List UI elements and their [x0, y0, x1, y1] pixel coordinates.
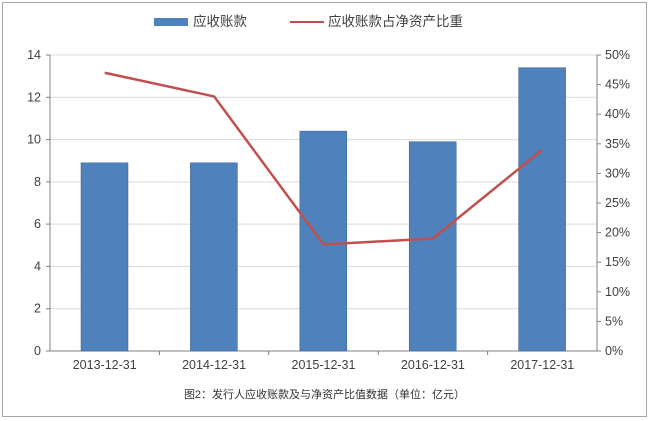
- svg-text:50%: 50%: [605, 48, 630, 62]
- svg-text:25%: 25%: [605, 196, 630, 210]
- svg-text:0: 0: [34, 344, 41, 358]
- svg-text:40%: 40%: [605, 107, 630, 121]
- svg-text:5%: 5%: [605, 314, 623, 328]
- svg-text:8: 8: [34, 175, 41, 189]
- svg-text:12: 12: [27, 90, 41, 104]
- svg-text:30%: 30%: [605, 166, 630, 180]
- svg-text:应收账款: 应收账款: [193, 13, 247, 29]
- svg-text:应收账款占净资产比重: 应收账款占净资产比重: [328, 13, 463, 29]
- svg-text:4: 4: [34, 259, 41, 273]
- svg-text:15%: 15%: [605, 255, 630, 269]
- svg-text:35%: 35%: [605, 137, 630, 151]
- svg-text:0%: 0%: [605, 344, 623, 358]
- svg-text:2015-12-31: 2015-12-31: [292, 358, 356, 372]
- svg-text:14: 14: [27, 48, 41, 62]
- svg-text:45%: 45%: [605, 78, 630, 92]
- svg-text:2016-12-31: 2016-12-31: [401, 358, 465, 372]
- svg-text:2017-12-31: 2017-12-31: [510, 358, 574, 372]
- svg-text:2014-12-31: 2014-12-31: [182, 358, 246, 372]
- svg-text:10%: 10%: [605, 285, 630, 299]
- svg-text:10: 10: [27, 133, 41, 147]
- svg-text:6: 6: [34, 217, 41, 231]
- svg-text:2: 2: [34, 302, 41, 316]
- svg-text:20%: 20%: [605, 226, 630, 240]
- svg-text:2013-12-31: 2013-12-31: [73, 358, 137, 372]
